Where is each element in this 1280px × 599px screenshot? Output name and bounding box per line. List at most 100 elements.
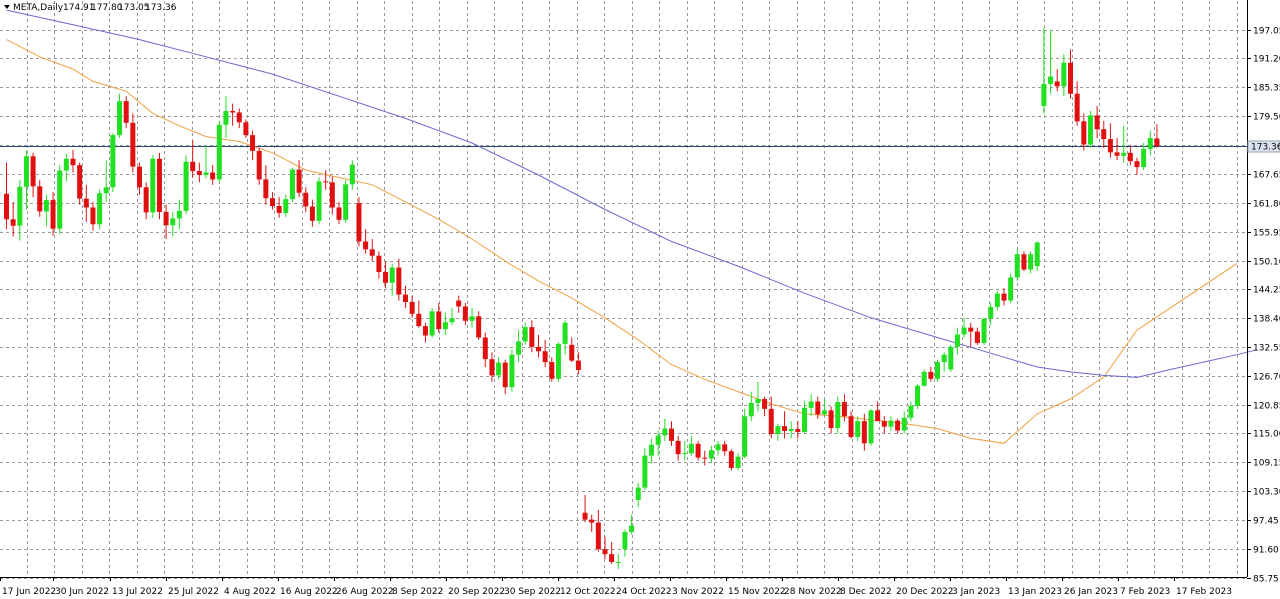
candle-body — [123, 101, 129, 123]
candle — [662, 418, 668, 441]
candle — [190, 140, 196, 178]
candle — [137, 162, 142, 195]
y-tick-label: 155.95 — [1253, 229, 1280, 239]
candle — [449, 307, 455, 326]
candle-body — [848, 416, 854, 437]
candle-body — [582, 512, 588, 520]
candle — [77, 162, 83, 205]
candle — [356, 197, 362, 247]
candle — [615, 554, 621, 569]
candle-body — [748, 402, 754, 417]
candle — [283, 194, 289, 217]
candle-body — [682, 453, 688, 455]
candle — [775, 423, 781, 441]
candle — [1107, 123, 1113, 158]
candle — [203, 145, 209, 179]
candle-body — [642, 455, 648, 488]
candle-body — [383, 271, 389, 283]
candle-body — [968, 327, 974, 332]
candle-body — [622, 531, 628, 550]
candle-body — [808, 401, 814, 408]
candle — [562, 320, 568, 355]
candle — [1127, 145, 1133, 166]
candle-body — [63, 158, 69, 171]
candle — [735, 453, 741, 471]
x-tick-label: 26 Jan 2023 — [1064, 587, 1118, 597]
candle — [522, 322, 528, 345]
candle — [396, 258, 402, 301]
candle-body — [376, 255, 382, 272]
candle — [1094, 106, 1100, 139]
y-tick-label: 167.65 — [1253, 171, 1280, 181]
candle — [988, 303, 994, 326]
y-tick-label: 150.10 — [1253, 258, 1280, 268]
ma-line-slow — [6, 9, 1257, 378]
candle — [688, 435, 694, 456]
candle — [1068, 49, 1073, 99]
candle — [176, 199, 182, 230]
candle — [43, 194, 49, 227]
candle-body — [263, 179, 269, 199]
candle-body — [70, 158, 76, 166]
candle — [1114, 138, 1120, 161]
candle — [1048, 29, 1054, 94]
candle — [496, 357, 502, 380]
candle — [569, 337, 575, 363]
candle — [795, 421, 801, 439]
candle — [1001, 288, 1007, 306]
candle — [289, 167, 295, 203]
candle-body — [137, 166, 142, 188]
candle-body — [755, 399, 761, 403]
candle-body — [542, 351, 548, 363]
candle-body — [981, 318, 987, 343]
candle-body — [30, 156, 36, 187]
candle-body — [941, 354, 947, 363]
candle — [23, 150, 29, 210]
candle-body — [795, 429, 801, 433]
candle-body — [828, 410, 834, 429]
x-tick-label: 13 Jul 2022 — [112, 587, 163, 597]
candle — [263, 165, 269, 205]
candle-body — [841, 401, 847, 417]
triangle-down-icon[interactable] — [4, 5, 10, 9]
x-tick-label: 13 Jan 2023 — [1008, 587, 1062, 597]
candle — [629, 514, 635, 535]
y-tick-label: 109.15 — [1253, 459, 1280, 469]
chart-frame — [0, 0, 1248, 578]
candle-body — [303, 192, 309, 207]
x-tick-label: 26 Aug 2022 — [336, 587, 394, 597]
candle — [815, 396, 821, 419]
candle — [928, 367, 934, 382]
candle-body — [1087, 115, 1093, 145]
x-tick-label: 20 Sep 2022 — [448, 587, 505, 597]
candle-body — [875, 410, 881, 422]
candle — [1041, 27, 1047, 114]
candle-body — [589, 519, 595, 523]
candle — [948, 344, 954, 372]
candle — [323, 170, 329, 190]
candle — [83, 184, 89, 222]
candle-body — [835, 401, 841, 429]
candle — [708, 445, 714, 464]
candle-body — [329, 182, 335, 208]
price-axis[interactable]: 197.05191.20185.35179.50173.65167.65161.… — [1247, 27, 1280, 585]
candle-body — [735, 456, 741, 468]
candle — [642, 448, 648, 491]
candle-body — [10, 219, 16, 226]
candle-body — [482, 337, 488, 360]
candle-body — [782, 426, 788, 432]
candle — [635, 482, 641, 508]
candle — [1134, 157, 1140, 175]
chart-header: META,Daily 174.91 177.80 173.05 173.36 — [4, 3, 177, 13]
candle-body — [954, 334, 960, 347]
candle-body — [901, 417, 907, 431]
candle-body — [210, 172, 216, 180]
candle — [276, 197, 282, 218]
x-tick-label: 17 Feb 2023 — [1176, 587, 1232, 597]
chart-grid — [0, 1, 1247, 579]
candle-body — [1068, 62, 1073, 94]
candle-body — [602, 549, 608, 555]
candle-body — [921, 371, 927, 386]
